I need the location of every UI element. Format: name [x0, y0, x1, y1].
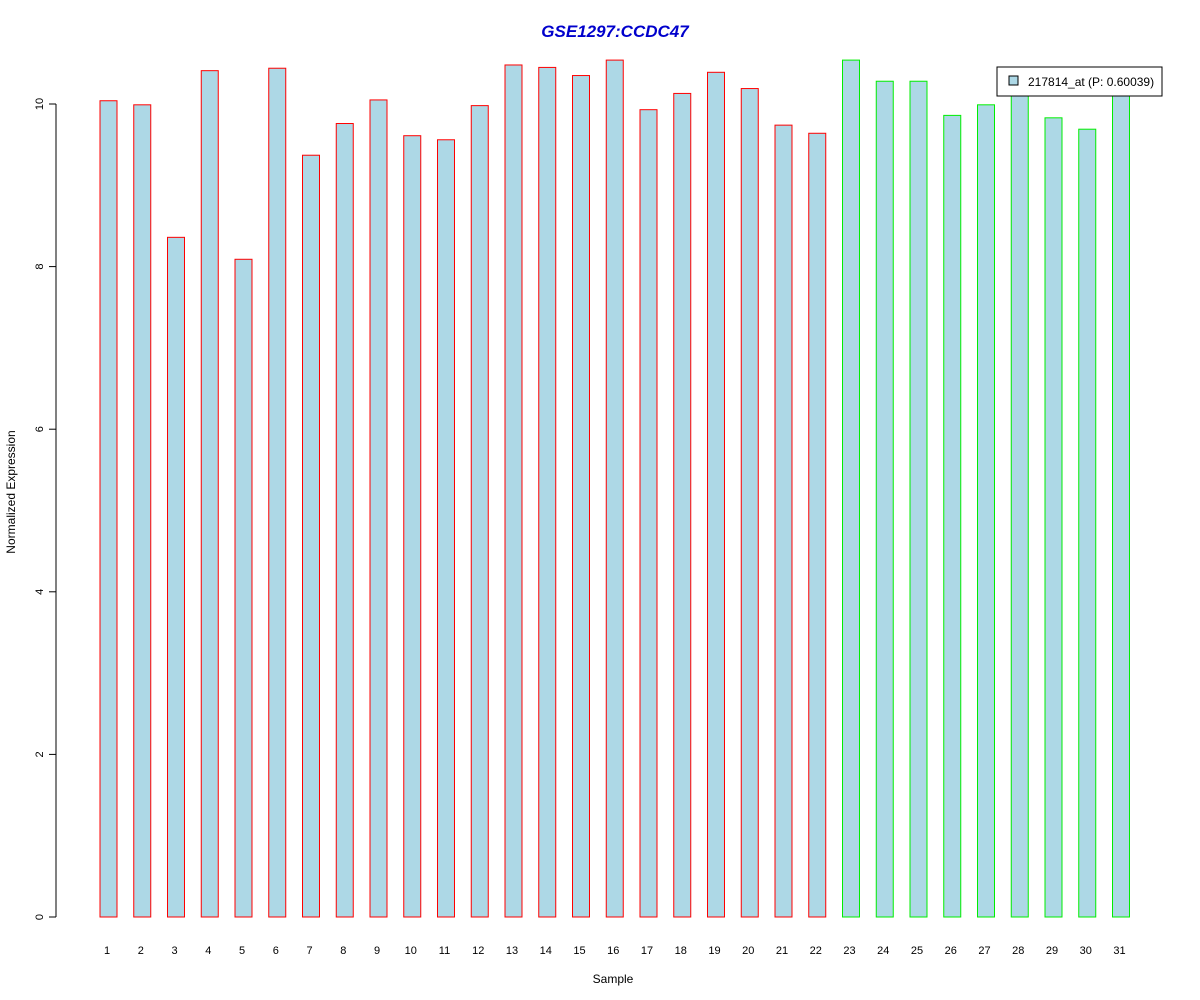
- y-tick-label: 10: [34, 98, 46, 110]
- bar-sample-25: [909, 80, 928, 918]
- bar-sample-18: [673, 92, 692, 918]
- legend-swatch: [1008, 75, 1019, 86]
- x-tick-label: 8: [340, 945, 346, 957]
- x-tick-label: 12: [472, 945, 484, 957]
- bar-sample-24: [875, 80, 894, 918]
- bar-sample-30: [1078, 128, 1097, 918]
- x-tick-label: 1: [104, 945, 110, 957]
- x-tick-label: 15: [573, 945, 585, 957]
- y-tick-label: 2: [34, 751, 46, 757]
- bar-sample-16: [605, 59, 624, 918]
- x-tick-label: 22: [810, 945, 822, 957]
- x-tick-label: 19: [708, 945, 720, 957]
- bar-sample-21: [774, 124, 793, 918]
- x-tick-label: 18: [675, 945, 687, 957]
- chart-title: GSE1297:CCDC47: [541, 22, 690, 41]
- bar-sample-2: [133, 104, 152, 918]
- bar-sample-28: [1010, 93, 1029, 918]
- x-tick-label: 10: [405, 945, 417, 957]
- bar-sample-12: [470, 105, 489, 918]
- legend-label: 217814_at (P: 0.60039): [1028, 75, 1154, 89]
- x-tick-label: 13: [506, 945, 518, 957]
- x-tick-label: 17: [641, 945, 653, 957]
- y-tick-label: 4: [34, 589, 46, 595]
- x-tick-label: 21: [776, 945, 788, 957]
- y-tick-label: 8: [34, 264, 46, 270]
- bar-sample-15: [572, 75, 590, 918]
- bar-sample-9: [369, 99, 388, 918]
- bars: [99, 59, 1130, 918]
- x-axis-label: Sample: [593, 972, 634, 986]
- bar-sample-31: [1112, 94, 1130, 918]
- x-tick-label: 24: [877, 945, 889, 957]
- y-tick-label: 0: [34, 914, 46, 920]
- x-tick-label: 6: [273, 945, 279, 957]
- x-tick-label: 28: [1012, 945, 1024, 957]
- bar-sample-8: [335, 123, 354, 918]
- x-tick-label: 11: [439, 945, 450, 957]
- bar-sample-3: [167, 236, 185, 918]
- x-tick-label: 26: [945, 945, 957, 957]
- bar-sample-19: [707, 71, 725, 918]
- bar-sample-29: [1044, 117, 1063, 918]
- bar-sample-7: [302, 154, 320, 918]
- bar-sample-6: [268, 67, 287, 918]
- x-tick-label: 31: [1113, 945, 1125, 957]
- bar-sample-17: [639, 109, 658, 918]
- x-tick-label: 5: [239, 945, 245, 957]
- bar-sample-20: [740, 88, 759, 918]
- x-tick-label: 3: [171, 945, 177, 957]
- x-tick-label: 25: [911, 945, 923, 957]
- legend-box: [996, 66, 1163, 97]
- bar-sample-22: [808, 132, 827, 918]
- x-axis-tick-labels: 1 2 3 4 5 6 7 8 9 10 11 12 13 14 15 16 17 18 19 20 21 22 23 24 2…: [104, 945, 1126, 957]
- x-tick-label: 7: [306, 945, 312, 957]
- bar-sample-13: [504, 64, 523, 918]
- bar-sample-27: [977, 104, 995, 918]
- y-axis-label: Normalized Expression: [4, 430, 18, 553]
- x-tick-label: 2: [138, 945, 144, 957]
- bar-sample-11: [437, 139, 455, 918]
- bar-sample-5: [234, 258, 253, 918]
- x-tick-label: 9: [374, 945, 380, 957]
- x-tick-label: 29: [1046, 945, 1058, 957]
- x-tick-label: 30: [1080, 945, 1092, 957]
- bar-sample-1: [99, 100, 118, 918]
- legend: 217814_at (P: 0.60039): [996, 66, 1163, 97]
- x-tick-label: 27: [978, 945, 990, 957]
- x-tick-label: 4: [205, 945, 211, 957]
- bar-sample-14: [538, 66, 557, 918]
- y-axis: 0 2 4 6 8 10: [34, 98, 57, 920]
- x-tick-label: 14: [540, 945, 552, 957]
- bar-sample-10: [403, 135, 422, 918]
- x-tick-label: 23: [843, 945, 855, 957]
- bar-sample-4: [200, 70, 219, 918]
- bar-sample-26: [943, 114, 962, 918]
- x-tick-label: 20: [742, 945, 754, 957]
- x-tick-label: 16: [607, 945, 619, 957]
- bar-sample-23: [842, 59, 860, 918]
- y-tick-label: 6: [34, 426, 46, 432]
